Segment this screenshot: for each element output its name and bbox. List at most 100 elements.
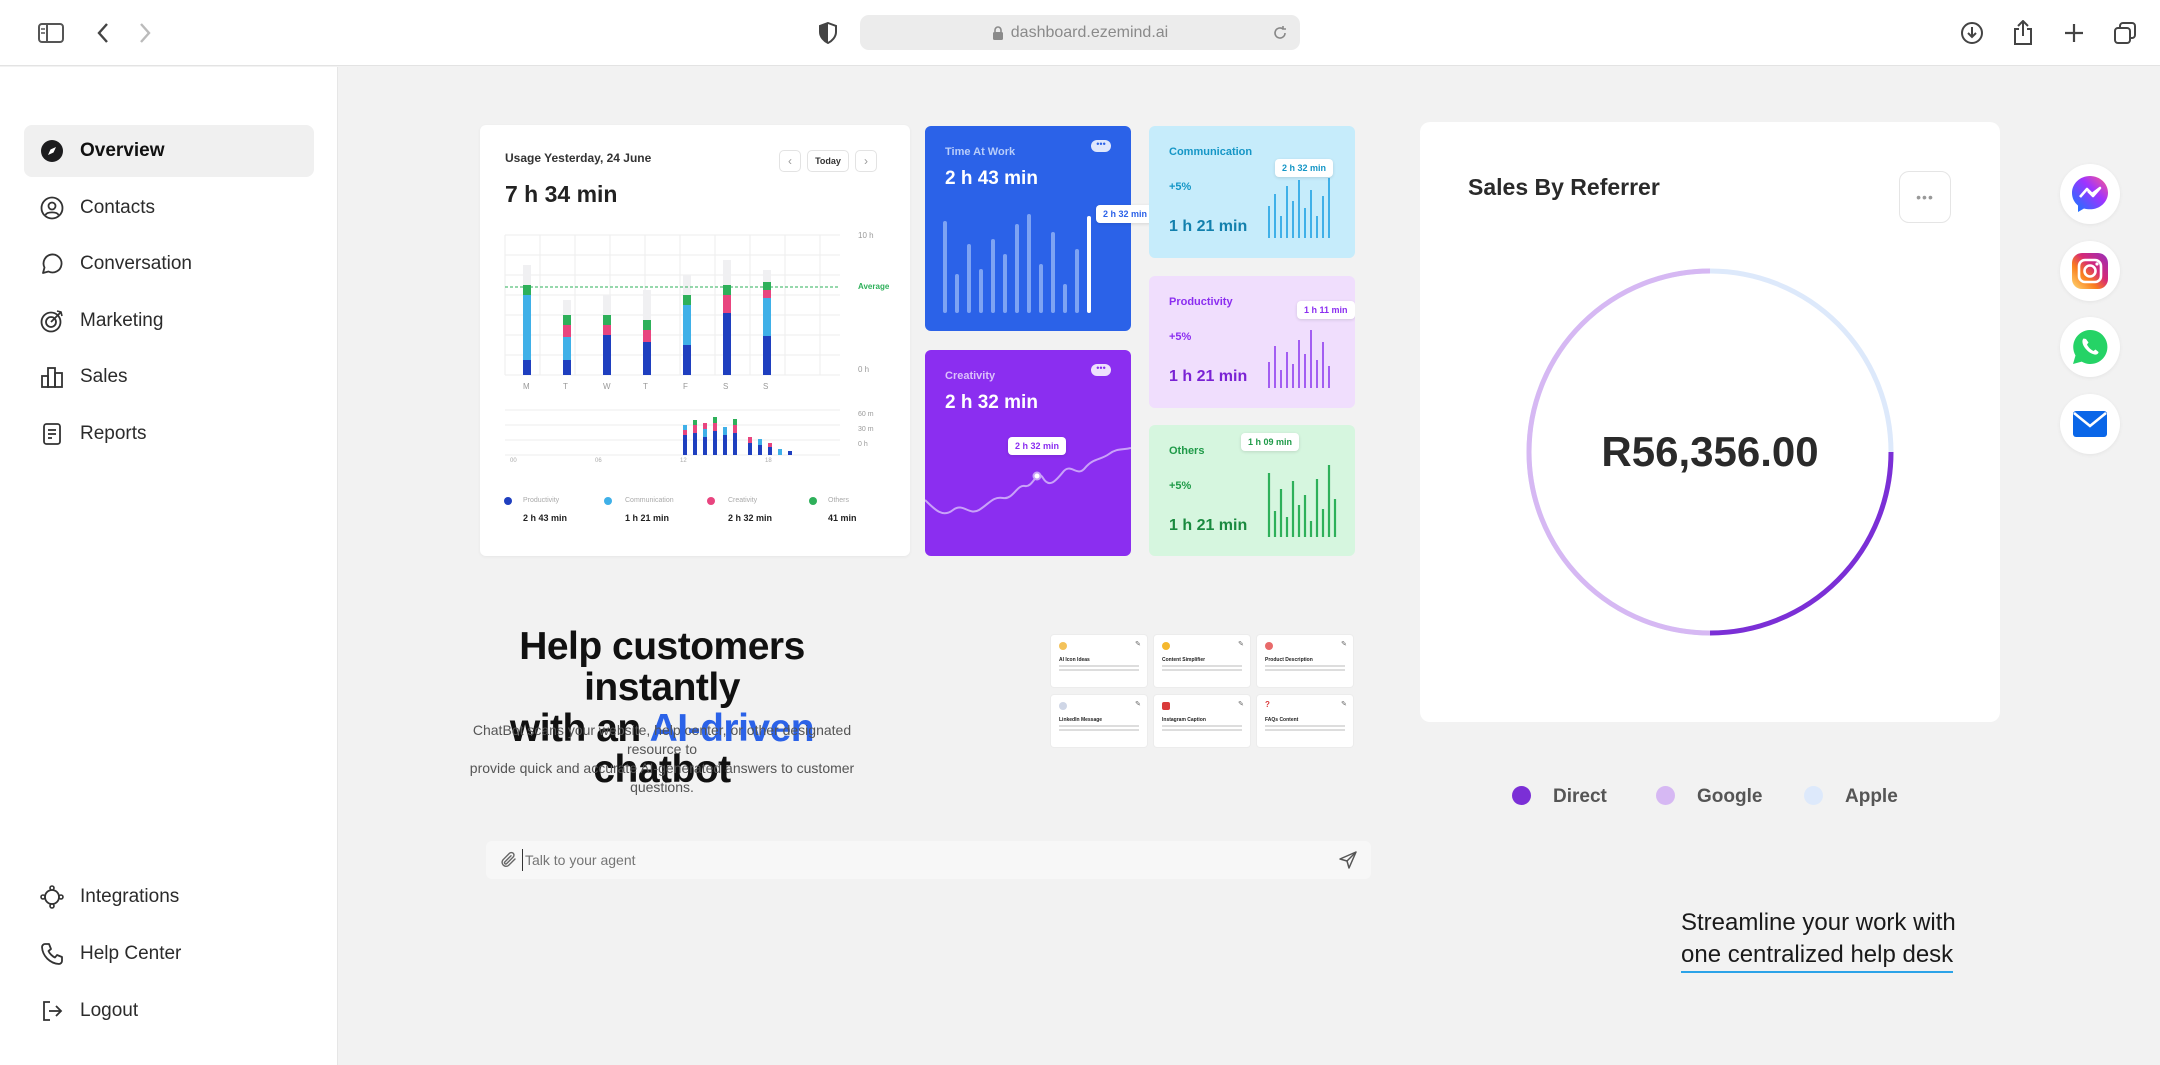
donut-segment-direct bbox=[1709, 451, 1894, 636]
phone-icon bbox=[41, 943, 63, 965]
sidebar-item-sales[interactable]: Sales bbox=[24, 351, 314, 403]
tile-label: Communication bbox=[1169, 146, 1253, 158]
download-icon[interactable] bbox=[1957, 18, 1987, 48]
legend-dot bbox=[1656, 786, 1675, 805]
sales-donut-chart bbox=[1526, 268, 1894, 636]
productivity-card[interactable]: Productivity +5% 1 h 21 min 1 h 11 min bbox=[1149, 276, 1355, 408]
legend-name: Creativity bbox=[728, 497, 758, 504]
sidebar-item-label: Reports bbox=[80, 423, 147, 444]
legend-dot bbox=[504, 497, 512, 505]
creativity-card[interactable]: Creativity 2 h 32 min ••• 2 h 32 min bbox=[925, 350, 1131, 556]
communication-card[interactable]: Communication +5% 1 h 21 min 2 h 32 min bbox=[1149, 126, 1355, 258]
prev-day-button[interactable]: ‹ bbox=[779, 150, 801, 172]
usage-title: Usage Yesterday, 24 June bbox=[505, 151, 652, 165]
legend-value: 41 min bbox=[828, 513, 857, 523]
browser-toolbar: dashboard.ezemind.ai bbox=[0, 0, 2160, 66]
legend-name: Direct bbox=[1553, 786, 1607, 807]
day-label: W bbox=[603, 382, 611, 391]
template-icon: ? bbox=[1265, 700, 1270, 709]
day-label: S bbox=[723, 382, 729, 391]
today-button[interactable]: Today bbox=[807, 150, 849, 172]
promo-headline: Help customers instantly with an AI-driv… bbox=[452, 626, 872, 790]
mini-x-label: 18 bbox=[765, 458, 772, 464]
day-label: T bbox=[563, 382, 568, 391]
logout-icon bbox=[43, 1001, 63, 1021]
template-card[interactable]: ✎ Product Description bbox=[1257, 635, 1353, 687]
usage-legend: Productivity 2 h 43 min Communication 1 … bbox=[504, 495, 894, 535]
lock-icon bbox=[992, 25, 1003, 40]
day-label: T bbox=[643, 382, 648, 391]
day-label: M bbox=[523, 382, 530, 391]
template-icon bbox=[1059, 642, 1067, 650]
email-icon[interactable] bbox=[2060, 394, 2120, 454]
back-icon[interactable] bbox=[88, 18, 118, 48]
next-day-button[interactable]: › bbox=[855, 150, 877, 172]
bar-chart-icon bbox=[41, 367, 63, 388]
edit-icon: ✎ bbox=[1341, 701, 1347, 708]
day-label: F bbox=[683, 382, 688, 391]
tile-line-chart bbox=[925, 447, 1131, 515]
mini-x-label: 06 bbox=[595, 458, 602, 464]
chat-input-bar bbox=[486, 841, 1371, 879]
sidebar-item-integrations[interactable]: Integrations bbox=[24, 871, 314, 923]
mini-x-label: 00 bbox=[510, 458, 517, 464]
day-label: S bbox=[763, 382, 769, 391]
tagline-line-2: one centralized help desk bbox=[1681, 939, 1954, 973]
template-card[interactable]: ✎ Instagram Caption bbox=[1154, 695, 1250, 747]
sidebar-item-reports[interactable]: Reports bbox=[24, 408, 314, 460]
mini-y-label: 0 h bbox=[858, 441, 868, 448]
mini-y-labels: 60 m 30 m 0 h bbox=[858, 407, 874, 452]
chat-input[interactable] bbox=[522, 849, 1302, 871]
new-tab-icon[interactable] bbox=[2059, 18, 2089, 48]
template-card[interactable]: ✎ Content Simplifier bbox=[1154, 635, 1250, 687]
sidebar-item-overview[interactable]: Overview bbox=[24, 125, 314, 177]
paperclip-icon[interactable] bbox=[500, 851, 518, 869]
others-card[interactable]: Others +5% 1 h 21 min 1 h 09 min bbox=[1149, 425, 1355, 556]
more-options-button[interactable]: ••• bbox=[1091, 140, 1111, 152]
address-bar[interactable]: dashboard.ezemind.ai bbox=[860, 15, 1300, 50]
template-desc bbox=[1265, 665, 1345, 667]
share-icon[interactable] bbox=[2008, 18, 2038, 48]
sales-title: Sales By Referrer bbox=[1468, 174, 1660, 200]
messenger-icon[interactable] bbox=[2060, 164, 2120, 224]
legend-item-apple: Apple bbox=[1804, 786, 1898, 808]
more-options-button[interactable]: ••• bbox=[1091, 364, 1111, 376]
template-icon bbox=[1059, 702, 1067, 710]
legend-dot bbox=[604, 497, 612, 505]
sidebar: Overview Contacts Conversation Marketing… bbox=[0, 67, 338, 1065]
sidebar-toggle-icon[interactable] bbox=[36, 18, 66, 48]
y-label-bottom: 0 h bbox=[858, 365, 870, 374]
hourly-usage-chart bbox=[505, 409, 840, 456]
compass-icon bbox=[41, 140, 63, 162]
sidebar-item-label: Overview bbox=[80, 140, 165, 161]
tile-value: 1 h 21 min bbox=[1169, 517, 1248, 534]
sales-more-button[interactable]: ••• bbox=[1899, 171, 1951, 223]
template-card[interactable]: ✎ LinkedIn Message bbox=[1051, 695, 1147, 747]
sales-total: R56,356.00 bbox=[1601, 428, 1819, 475]
mini-y-label: 60 m bbox=[858, 411, 874, 418]
reload-icon[interactable] bbox=[1272, 25, 1288, 41]
template-card[interactable]: ? ✎ FAQs Content bbox=[1257, 695, 1353, 747]
instagram-icon[interactable] bbox=[2060, 241, 2120, 301]
weekly-usage-chart bbox=[504, 234, 840, 376]
y-label-top: 10 h bbox=[858, 231, 874, 240]
mini-x-label: 12 bbox=[680, 458, 687, 464]
privacy-shield-icon[interactable] bbox=[813, 18, 843, 48]
day-labels: M T W T F S S bbox=[523, 382, 823, 394]
sidebar-item-marketing[interactable]: Marketing bbox=[24, 295, 314, 347]
sidebar-item-help-center[interactable]: Help Center bbox=[24, 928, 314, 980]
forward-icon[interactable] bbox=[130, 18, 160, 48]
sidebar-item-contacts[interactable]: Contacts bbox=[24, 182, 314, 234]
send-icon[interactable] bbox=[1338, 850, 1358, 870]
whatsapp-icon[interactable] bbox=[2060, 317, 2120, 377]
legend-item-direct: Direct bbox=[1512, 786, 1607, 808]
template-card[interactable]: ✎ AI Icon Ideas bbox=[1051, 635, 1147, 687]
time-at-work-card[interactable]: Time At Work 2 h 43 min ••• bbox=[925, 126, 1131, 331]
template-desc bbox=[1265, 725, 1345, 727]
sidebar-item-conversation[interactable]: Conversation bbox=[24, 238, 314, 290]
legend-dot bbox=[1804, 786, 1823, 805]
template-icon bbox=[1265, 642, 1273, 650]
sidebar-item-logout[interactable]: Logout bbox=[24, 985, 314, 1037]
template-title: LinkedIn Message bbox=[1059, 717, 1103, 723]
tab-overview-icon[interactable] bbox=[2110, 18, 2140, 48]
